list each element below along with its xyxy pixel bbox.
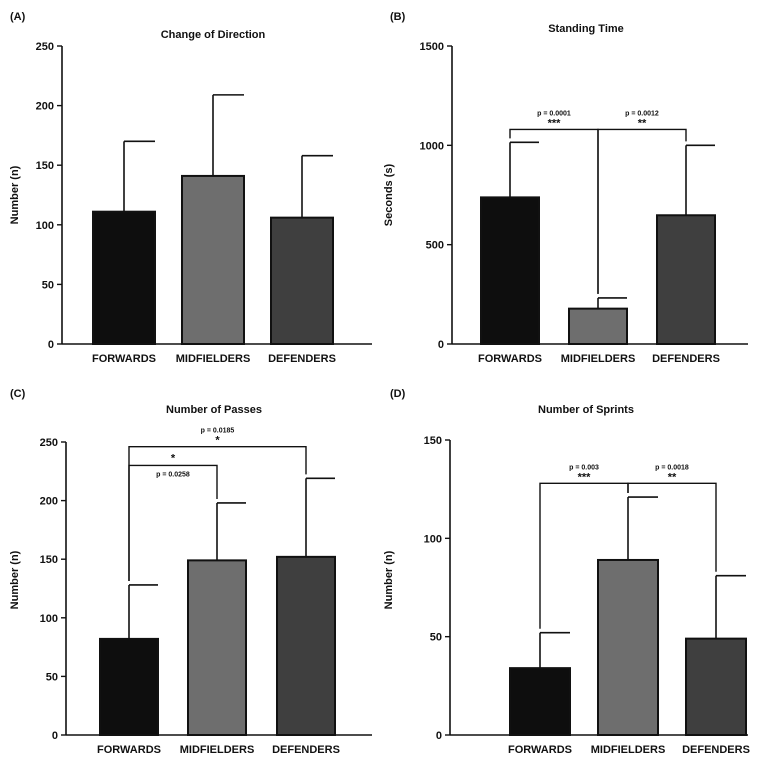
x-category-label: DEFENDERS: [682, 744, 750, 756]
y-tick-label: 200: [36, 101, 54, 113]
y-tick-label: 100: [424, 533, 442, 545]
panel-b: (B) Standing Time Seconds (s) 0 500 1000 1500 F…: [383, 11, 748, 365]
x-category-label: FORWARDS: [508, 744, 572, 756]
bar-midfielders: [568, 307, 628, 345]
y-tick-label: 100: [40, 613, 58, 625]
y-tick-label: 250: [40, 437, 58, 449]
panel-d: (D) Number of Sprints Number (n) 0 50 100 150 F…: [383, 388, 750, 756]
x-category-label: DEFENDERS: [268, 353, 336, 365]
significance-stars: *: [171, 452, 176, 464]
x-category-label: DEFENDERS: [652, 353, 720, 365]
y-tick-label: 150: [36, 160, 54, 172]
x-category-label: FORWARDS: [92, 353, 156, 365]
y-tick-label: 250: [36, 41, 54, 53]
bar-midfielders: [181, 174, 245, 345]
significance-stars: ***: [578, 471, 592, 483]
panel-letter: (C): [10, 388, 26, 400]
p-value-label: p = 0.0018: [655, 464, 689, 471]
y-axis-label: Seconds (s): [383, 163, 395, 226]
significance-stars: *: [215, 435, 220, 447]
panel-letter: (B): [390, 11, 406, 23]
chart-title: Number of Passes: [166, 404, 262, 416]
bar-forwards: [480, 196, 540, 345]
y-tick-label: 150: [424, 435, 442, 447]
chart-title: Change of Direction: [161, 29, 266, 41]
significance-bracket: [627, 482, 717, 572]
p-value-label: p = 0.0012: [625, 110, 659, 117]
x-category-label: DEFENDERS: [272, 744, 340, 756]
significance-stars: **: [638, 117, 647, 129]
significance-bracket: [128, 445, 307, 581]
bar-forwards: [99, 637, 159, 736]
bar-forwards: [509, 667, 571, 737]
x-category-label: MIDFIELDERS: [180, 744, 255, 756]
x-category-label: MIDFIELDERS: [591, 744, 666, 756]
y-tick-label: 1000: [420, 140, 444, 152]
p-value-label: p = 0.0001: [537, 110, 571, 117]
y-tick-label: 50: [46, 671, 58, 683]
panel-letter: (D): [390, 388, 406, 400]
bar-defenders: [656, 214, 716, 345]
y-tick-label: 50: [430, 632, 442, 644]
bar-forwards: [92, 210, 156, 345]
y-tick-label: 0: [438, 339, 444, 351]
y-tick-label: 0: [436, 730, 442, 742]
y-axis-label: Number (n): [383, 550, 395, 609]
y-tick-label: 50: [42, 279, 54, 291]
bar-defenders: [270, 216, 334, 345]
panel-c: (C) Number of Passes Number (n) 0 50 100 150 20…: [9, 388, 372, 756]
p-value-label: p = 0.003: [569, 464, 599, 471]
p-value-label: p = 0.0258: [156, 471, 190, 478]
significance-stars: ***: [548, 117, 562, 129]
y-tick-label: 0: [48, 339, 54, 351]
bar-defenders: [685, 637, 747, 737]
panel-a: (A) Change of Direction Number (n) 0 50 100 15…: [9, 11, 372, 365]
y-tick-label: 0: [52, 730, 58, 742]
bar-midfielders: [597, 558, 659, 737]
panel-letter: (A): [10, 11, 26, 23]
y-tick-label: 500: [426, 240, 444, 252]
p-value-label: p = 0.0185: [201, 428, 235, 435]
y-axis-label: Number (n): [9, 165, 21, 224]
significance-bracket: [597, 128, 687, 294]
y-tick-label: 100: [36, 220, 54, 232]
y-tick-label: 200: [40, 496, 58, 508]
x-category-label: MIDFIELDERS: [561, 353, 636, 365]
x-category-label: FORWARDS: [478, 353, 542, 365]
y-tick-label: 150: [40, 554, 58, 566]
y-tick-label: 1500: [420, 41, 444, 53]
chart-title: Standing Time: [548, 23, 624, 35]
x-category-label: FORWARDS: [97, 744, 161, 756]
y-axis-label: Number (n): [9, 550, 21, 609]
chart-title: Number of Sprints: [538, 404, 634, 416]
significance-stars: **: [668, 471, 677, 483]
bar-defenders: [276, 555, 336, 737]
bar-midfielders: [187, 559, 247, 737]
x-category-label: MIDFIELDERS: [176, 353, 251, 365]
